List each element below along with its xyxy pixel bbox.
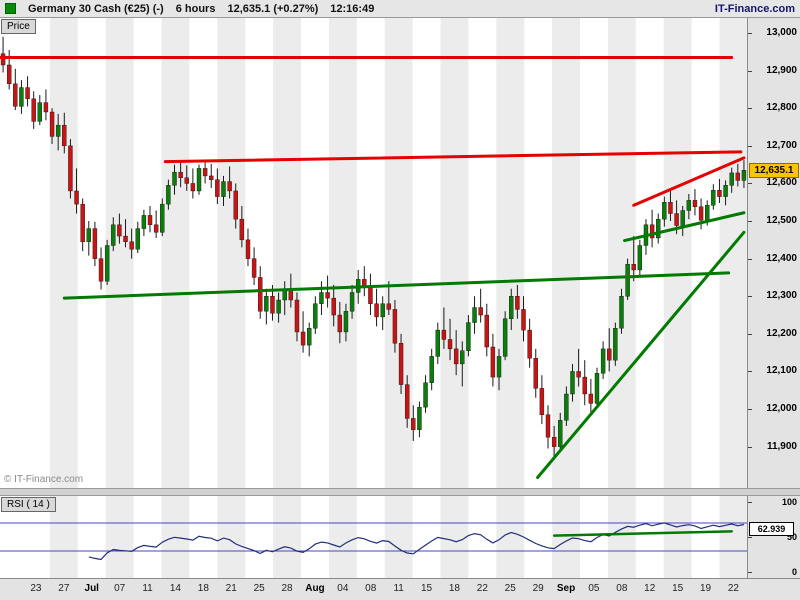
time-axis-label: 29 xyxy=(524,583,552,594)
time-axis-label: 11 xyxy=(385,583,413,594)
time-axis-label: 25 xyxy=(496,583,524,594)
price-tick-label: 12,800 xyxy=(748,102,797,114)
price-chart[interactable] xyxy=(0,18,747,488)
timeframe-label: 6 hours xyxy=(176,3,216,15)
time-axis-label: Sep xyxy=(552,583,580,594)
time-axis-label: 27 xyxy=(50,583,78,594)
time-axis-label: 15 xyxy=(664,583,692,594)
time-axis-label: 28 xyxy=(273,583,301,594)
quote-and-change: 12,635.1 (+0.27%) xyxy=(227,3,318,15)
header: Germany 30 Cash (€25) (-) 6 hours 12,635… xyxy=(0,0,800,18)
time-axis-label: 19 xyxy=(692,583,720,594)
chart-window: Germany 30 Cash (€25) (-) 6 hours 12,635… xyxy=(0,0,800,600)
price-tick-label: 12,300 xyxy=(748,290,797,302)
time-axis-label: 11 xyxy=(134,583,162,594)
time-axis-label: 07 xyxy=(106,583,134,594)
brand-link[interactable]: IT-Finance.com xyxy=(715,3,795,15)
time-axis-label: 18 xyxy=(189,583,217,594)
rsi-pane-label[interactable]: RSI ( 14 ) xyxy=(1,497,56,512)
pane-divider[interactable] xyxy=(0,488,800,496)
time-axis-label: 14 xyxy=(162,583,190,594)
time-axis-label: 23 xyxy=(22,583,50,594)
time-axis[interactable]: 2327Jul07111418212528Aug0408111518222529… xyxy=(0,578,800,600)
rsi-value-tag: 62.939 xyxy=(749,522,794,536)
time-axis-label: 15 xyxy=(413,583,441,594)
price-tick-label: 12,500 xyxy=(748,215,797,227)
price-axis[interactable]: 13,000 12,900 12,800 12,700 12,600 12,500 12,4… xyxy=(747,18,800,488)
price-tick-label: 12,200 xyxy=(748,328,797,340)
time-axis-label: Jul xyxy=(78,583,106,594)
time-axis-label: 04 xyxy=(329,583,357,594)
price-tick-label: 12,700 xyxy=(748,140,797,152)
rsi-pane[interactable]: RSI ( 14 ) xyxy=(0,496,747,578)
price-tick-label: 12,100 xyxy=(748,365,797,377)
copyright-watermark: © IT-Finance.com xyxy=(4,474,83,485)
last-price-tag: 12,635.1 xyxy=(749,163,799,178)
price-tick-label: 12,400 xyxy=(748,253,797,265)
time-axis-label: Aug xyxy=(301,583,329,594)
price-tick-label: 12,600 xyxy=(748,177,797,189)
time-axis-label: 21 xyxy=(217,583,245,594)
price-tick-label: 12,900 xyxy=(748,65,797,77)
instrument-name: Germany 30 Cash (€25) (-) xyxy=(28,3,164,15)
price-tick-label: 12,000 xyxy=(748,403,797,415)
time-axis-label: 18 xyxy=(441,583,469,594)
price-tick-label: 13,000 xyxy=(748,27,797,39)
quote-time: 12:16:49 xyxy=(330,3,374,15)
time-axis-label: 12 xyxy=(636,583,664,594)
rsi-chart[interactable] xyxy=(0,496,747,578)
time-axis-label: 22 xyxy=(720,583,748,594)
time-axis-label: 05 xyxy=(580,583,608,594)
rsi-tick-label: 100 xyxy=(748,496,797,508)
instrument-icon xyxy=(5,3,16,14)
time-axis-label: 25 xyxy=(245,583,273,594)
price-pane-label[interactable]: Price xyxy=(1,19,36,34)
price-pane[interactable]: Price © IT-Finance.com xyxy=(0,18,747,488)
time-axis-label: 22 xyxy=(468,583,496,594)
time-axis-label: 08 xyxy=(608,583,636,594)
price-tick-label: 11,900 xyxy=(748,441,797,453)
rsi-tick-label: 0 xyxy=(748,566,797,578)
rsi-axis[interactable]: 100500 62.939 xyxy=(747,496,800,578)
time-axis-label: 08 xyxy=(357,583,385,594)
